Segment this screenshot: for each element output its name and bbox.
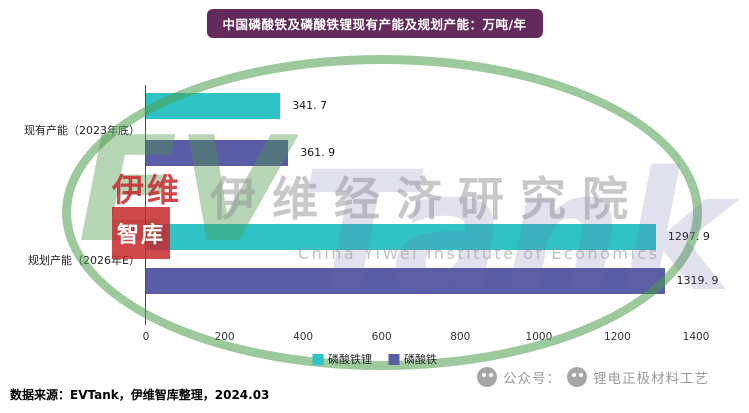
legend-label: 磷酸铁 [404,353,437,366]
legend-swatch [388,353,399,365]
legend-item-磷酸铁: 磷酸铁 [388,351,437,367]
y-category-label: 现有产能（2023年底） [24,124,140,137]
x-tick-label: 600 [371,331,392,343]
wechat-icon [567,367,587,387]
wechat-account-name: 锂电正极材料工艺 [593,371,709,387]
x-tick-label: 1000 [525,331,553,343]
x-tick-label: 1200 [604,331,631,343]
bar-磷酸铁锂-现有产能（2023年底） [146,93,281,119]
x-tick-label: 0 [142,331,150,343]
y-category-label: 规划产能（2026年E） [28,254,140,267]
x-tick-label: 200 [214,331,235,343]
chart-title: 中国磷酸铁及磷酸铁锂现有产能及规划产能：万吨/年 [206,9,543,38]
bar-磷酸铁-现有产能（2023年底） [146,140,289,166]
bar-value-label: 1297. 9 [667,230,710,243]
bar-磷酸铁锂-规划产能（2026年E） [146,224,656,250]
legend-swatch [312,353,323,365]
data-source-note: 数据来源：EVTank，伊维智库整理，2024.03 [10,388,270,402]
wechat-account-line: 公众号： 锂电正极材料工艺 [477,367,709,387]
bar-value-label: 341. 7 [292,99,328,112]
bar-磷酸铁-规划产能（2026年E） [146,268,665,294]
wechat-icon [477,367,497,387]
wechat-account-prefix: 公众号： [503,371,561,387]
x-tick-label: 400 [293,331,314,343]
chart-legend: 磷酸铁锂 磷酸铁 [312,351,437,367]
bar-value-label: 1319. 9 [676,274,719,287]
legend-item-磷酸铁锂: 磷酸铁锂 [312,351,372,367]
legend-label: 磷酸铁锂 [328,353,372,366]
x-tick-label: 800 [450,331,471,343]
bar-value-label: 361. 9 [300,146,336,159]
plot-area: 341. 7 361. 9 1297. 9 1319. 9 0 200 400 600 800 1… [143,85,719,343]
x-tick-label: 1400 [682,331,710,343]
